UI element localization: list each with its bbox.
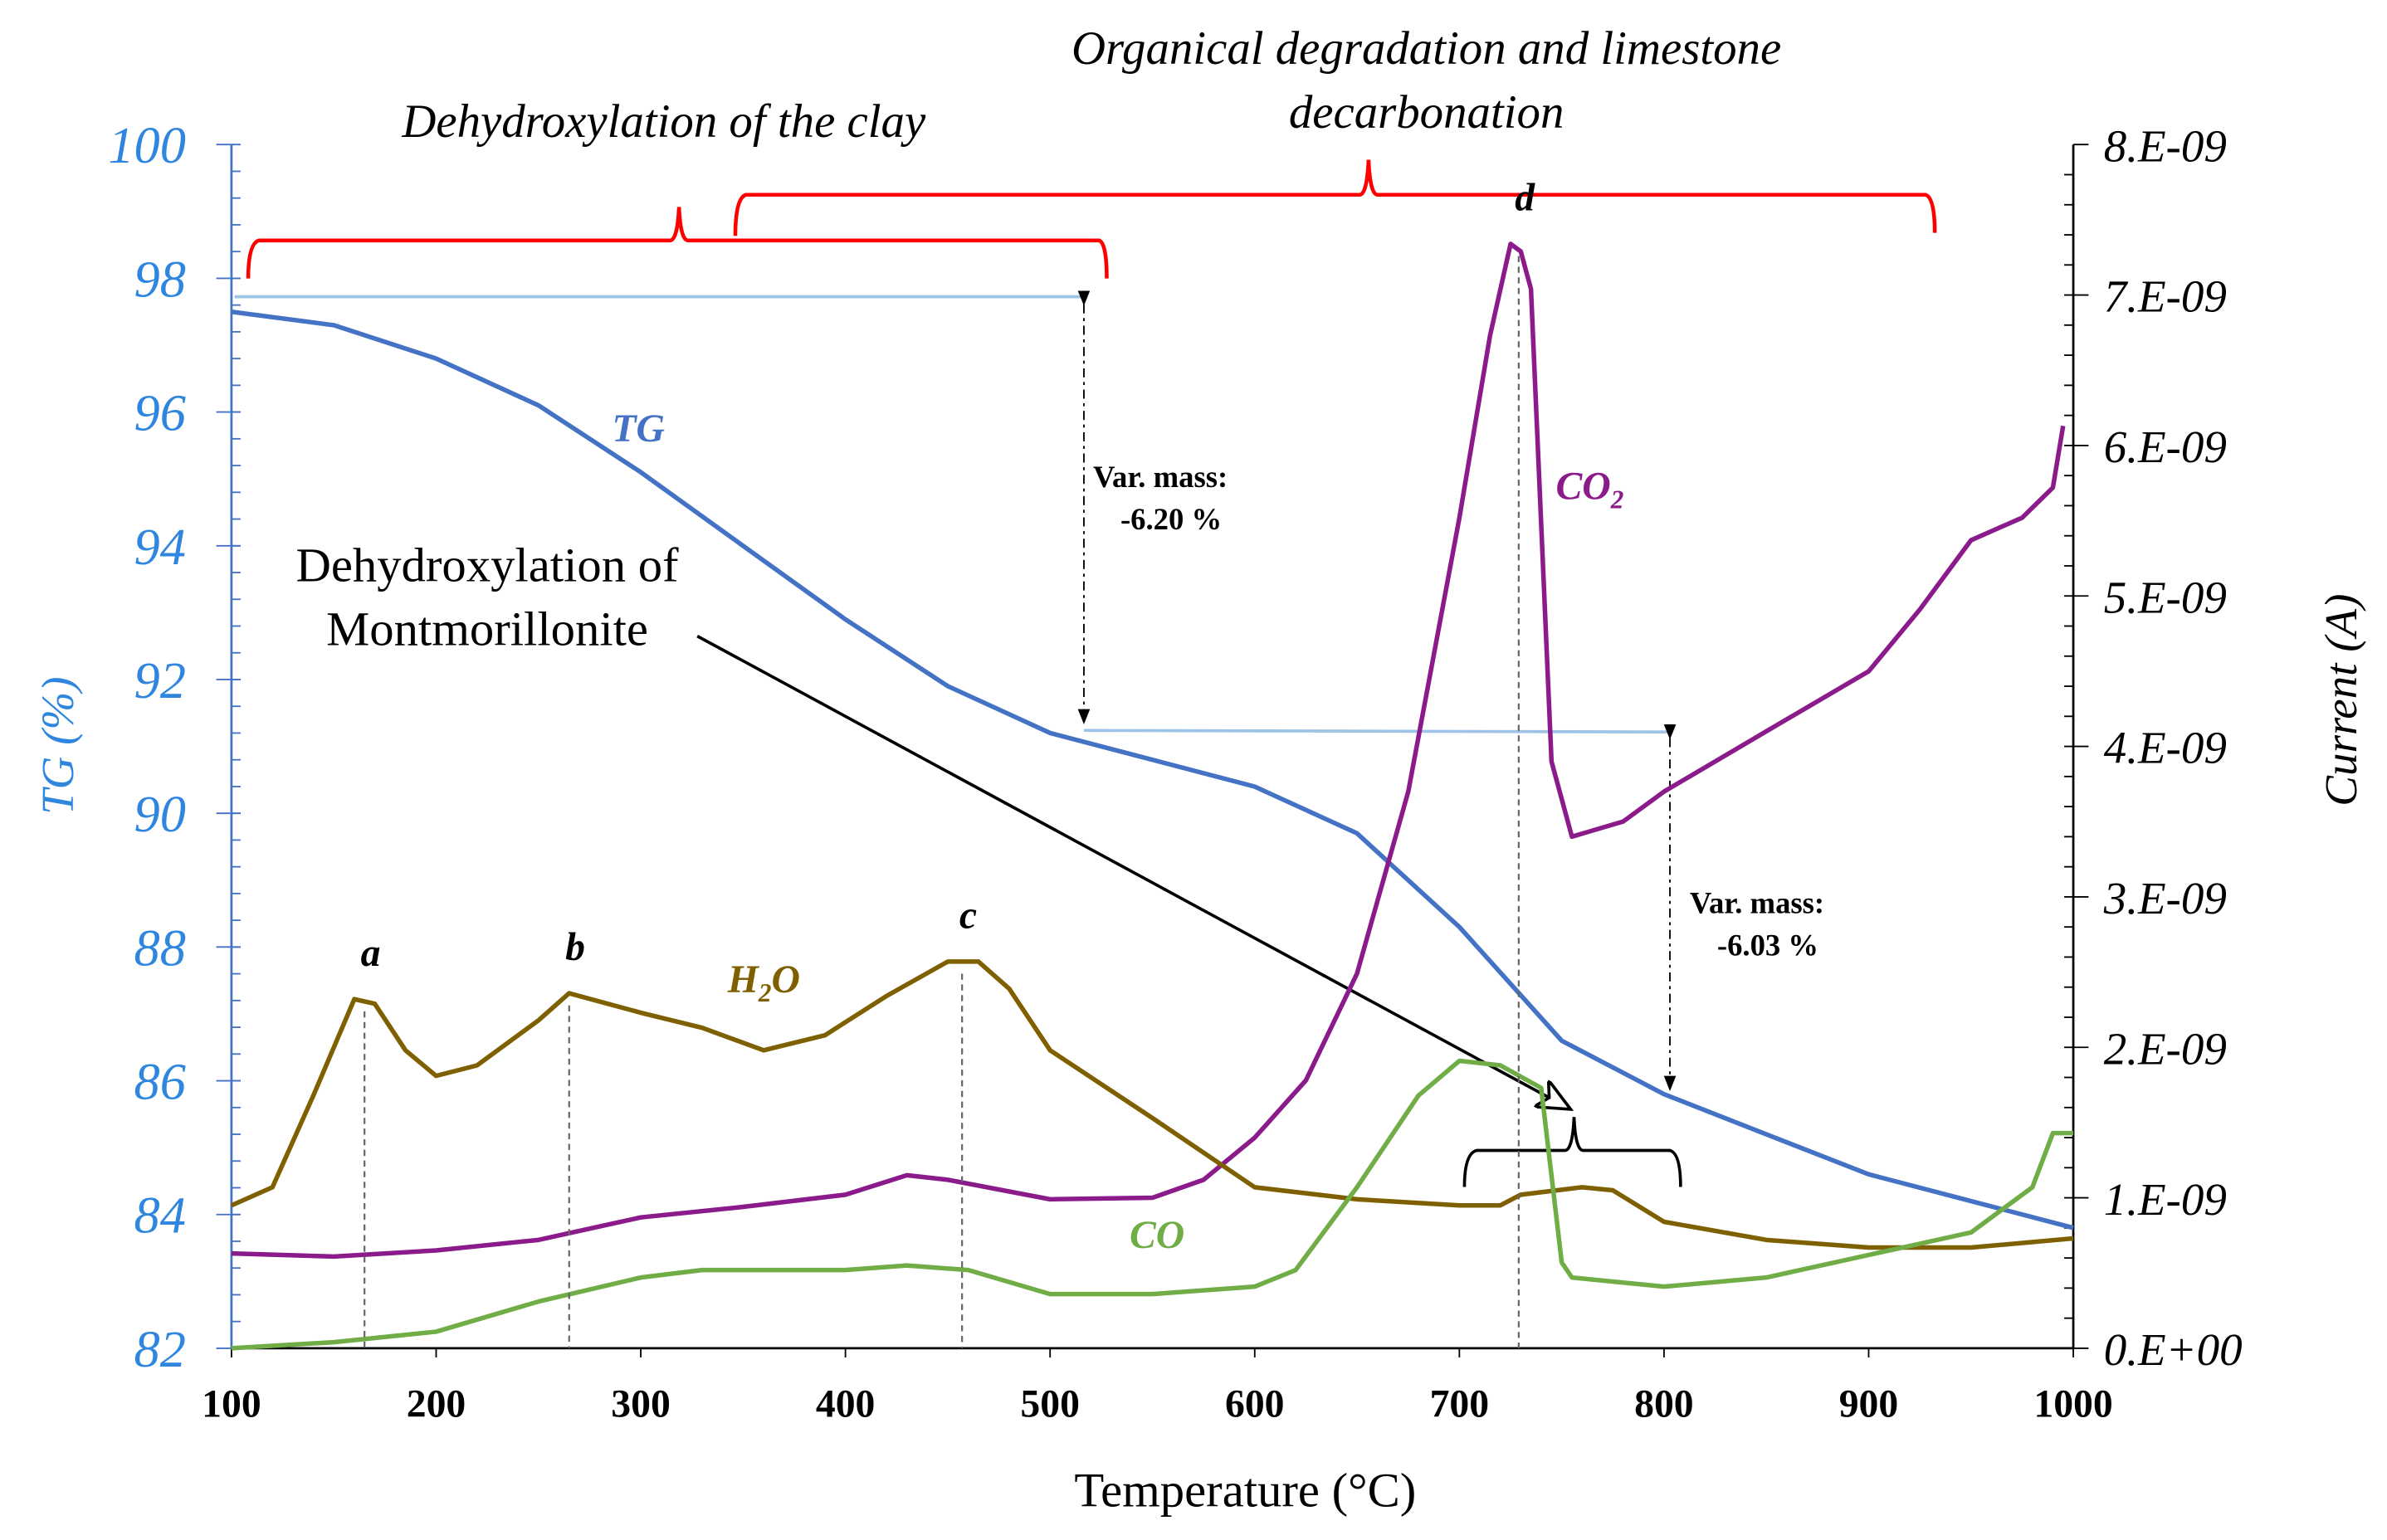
y-left-tick-label: 86 bbox=[134, 1054, 186, 1111]
y-axis-right-label: Current (A) bbox=[2316, 594, 2366, 807]
x-tick-label: 500 bbox=[1020, 1382, 1080, 1425]
y-right-tick-label: 7.E-09 bbox=[2104, 271, 2227, 322]
mass-variation-2-line1: Var. mass: bbox=[1690, 885, 1824, 919]
peak-label-c: c bbox=[959, 894, 977, 938]
x-tick-label: 300 bbox=[611, 1382, 671, 1425]
peak-label-b: b bbox=[565, 926, 585, 969]
series-line-co2 bbox=[231, 241, 2066, 1260]
y-left-tick-label: 94 bbox=[134, 519, 186, 576]
y-right-tick-label: 5.E-09 bbox=[2104, 572, 2227, 622]
x-tick-label: 1000 bbox=[2033, 1382, 2112, 1425]
series-label-tg: TG bbox=[612, 407, 665, 451]
peak-label-a: a bbox=[361, 932, 381, 975]
y-left-tick-label: 88 bbox=[134, 919, 186, 977]
x-tick-label: 400 bbox=[816, 1382, 876, 1425]
x-tick-label: 100 bbox=[202, 1382, 261, 1425]
y-left-tick-label: 98 bbox=[134, 251, 186, 308]
bracket-decarbonation bbox=[733, 159, 1937, 236]
region1-label: Dehydroxylation of the clay bbox=[401, 95, 926, 148]
mass-guide-mid bbox=[1083, 729, 1671, 733]
peak-label-d: d bbox=[1515, 177, 1535, 220]
x-tick-label: 700 bbox=[1430, 1382, 1490, 1425]
y-left-tick-label: 84 bbox=[134, 1187, 186, 1245]
x-tick-label: 600 bbox=[1225, 1382, 1285, 1425]
axes: 100 200 300 400 500 600 700 800 900 1000 82 84 86 88 9… bbox=[108, 117, 2242, 1425]
mass-variation-1-line1: Var. mass: bbox=[1093, 460, 1228, 494]
y-left-tick-label: 96 bbox=[134, 385, 186, 442]
x-tick-label: 800 bbox=[1634, 1382, 1694, 1425]
series-line-h2o bbox=[230, 959, 2074, 1250]
y-right-tick-label: 8.E-09 bbox=[2104, 120, 2227, 171]
montmorillonite-label-line1: Dehydroxylation of bbox=[295, 539, 679, 592]
montmorillonite-arrow bbox=[696, 634, 1568, 1109]
montmorillonite-label-line2: Montmorillonite bbox=[326, 602, 648, 656]
y-left-tick-label: 92 bbox=[134, 652, 186, 709]
series-line-co bbox=[231, 1058, 2074, 1351]
x-tick-label: 900 bbox=[1839, 1382, 1899, 1425]
y-right-tick-label: 1.E-09 bbox=[2104, 1174, 2227, 1225]
mass-variation-1-line2: -6.20 % bbox=[1120, 502, 1222, 536]
y-right-tick-label: 2.E-09 bbox=[2104, 1023, 2227, 1074]
guides bbox=[234, 159, 1937, 1187]
series-label-co: CO bbox=[1130, 1214, 1184, 1257]
x-axis-label: Temperature (°C) bbox=[1074, 1464, 1416, 1518]
y-left-tick-label: 90 bbox=[134, 786, 186, 843]
region2-label-line2: decarbonation bbox=[1289, 86, 1564, 139]
series-line-tg bbox=[231, 309, 2074, 1231]
y-left-tick-label: 100 bbox=[108, 117, 186, 174]
y-right-tick-label: 0.E+00 bbox=[2104, 1324, 2243, 1375]
series-label-co2: CO2 bbox=[1555, 465, 1623, 514]
x-tick-label: 200 bbox=[407, 1382, 466, 1425]
region2-label-line1: Organical degradation and limestone bbox=[1071, 22, 1781, 75]
bracket-clay-dehydroxylation bbox=[246, 207, 1109, 279]
mass-variation-2-line2: -6.03 % bbox=[1717, 928, 1818, 962]
series-label-h2o: H2O bbox=[727, 958, 800, 1007]
y-left-tick-label: 82 bbox=[134, 1321, 186, 1378]
y-right-tick-label: 3.E-09 bbox=[2103, 873, 2227, 924]
peak-markers: a b c d bbox=[361, 177, 1535, 1348]
montmorillonite-brace bbox=[1462, 1117, 1682, 1187]
y-right-tick-label: 4.E-09 bbox=[2104, 723, 2227, 773]
y-axis-left-label: TG (%) bbox=[32, 676, 83, 815]
y-right-tick-label: 6.E-09 bbox=[2104, 422, 2227, 472]
series-lines bbox=[230, 241, 2074, 1351]
